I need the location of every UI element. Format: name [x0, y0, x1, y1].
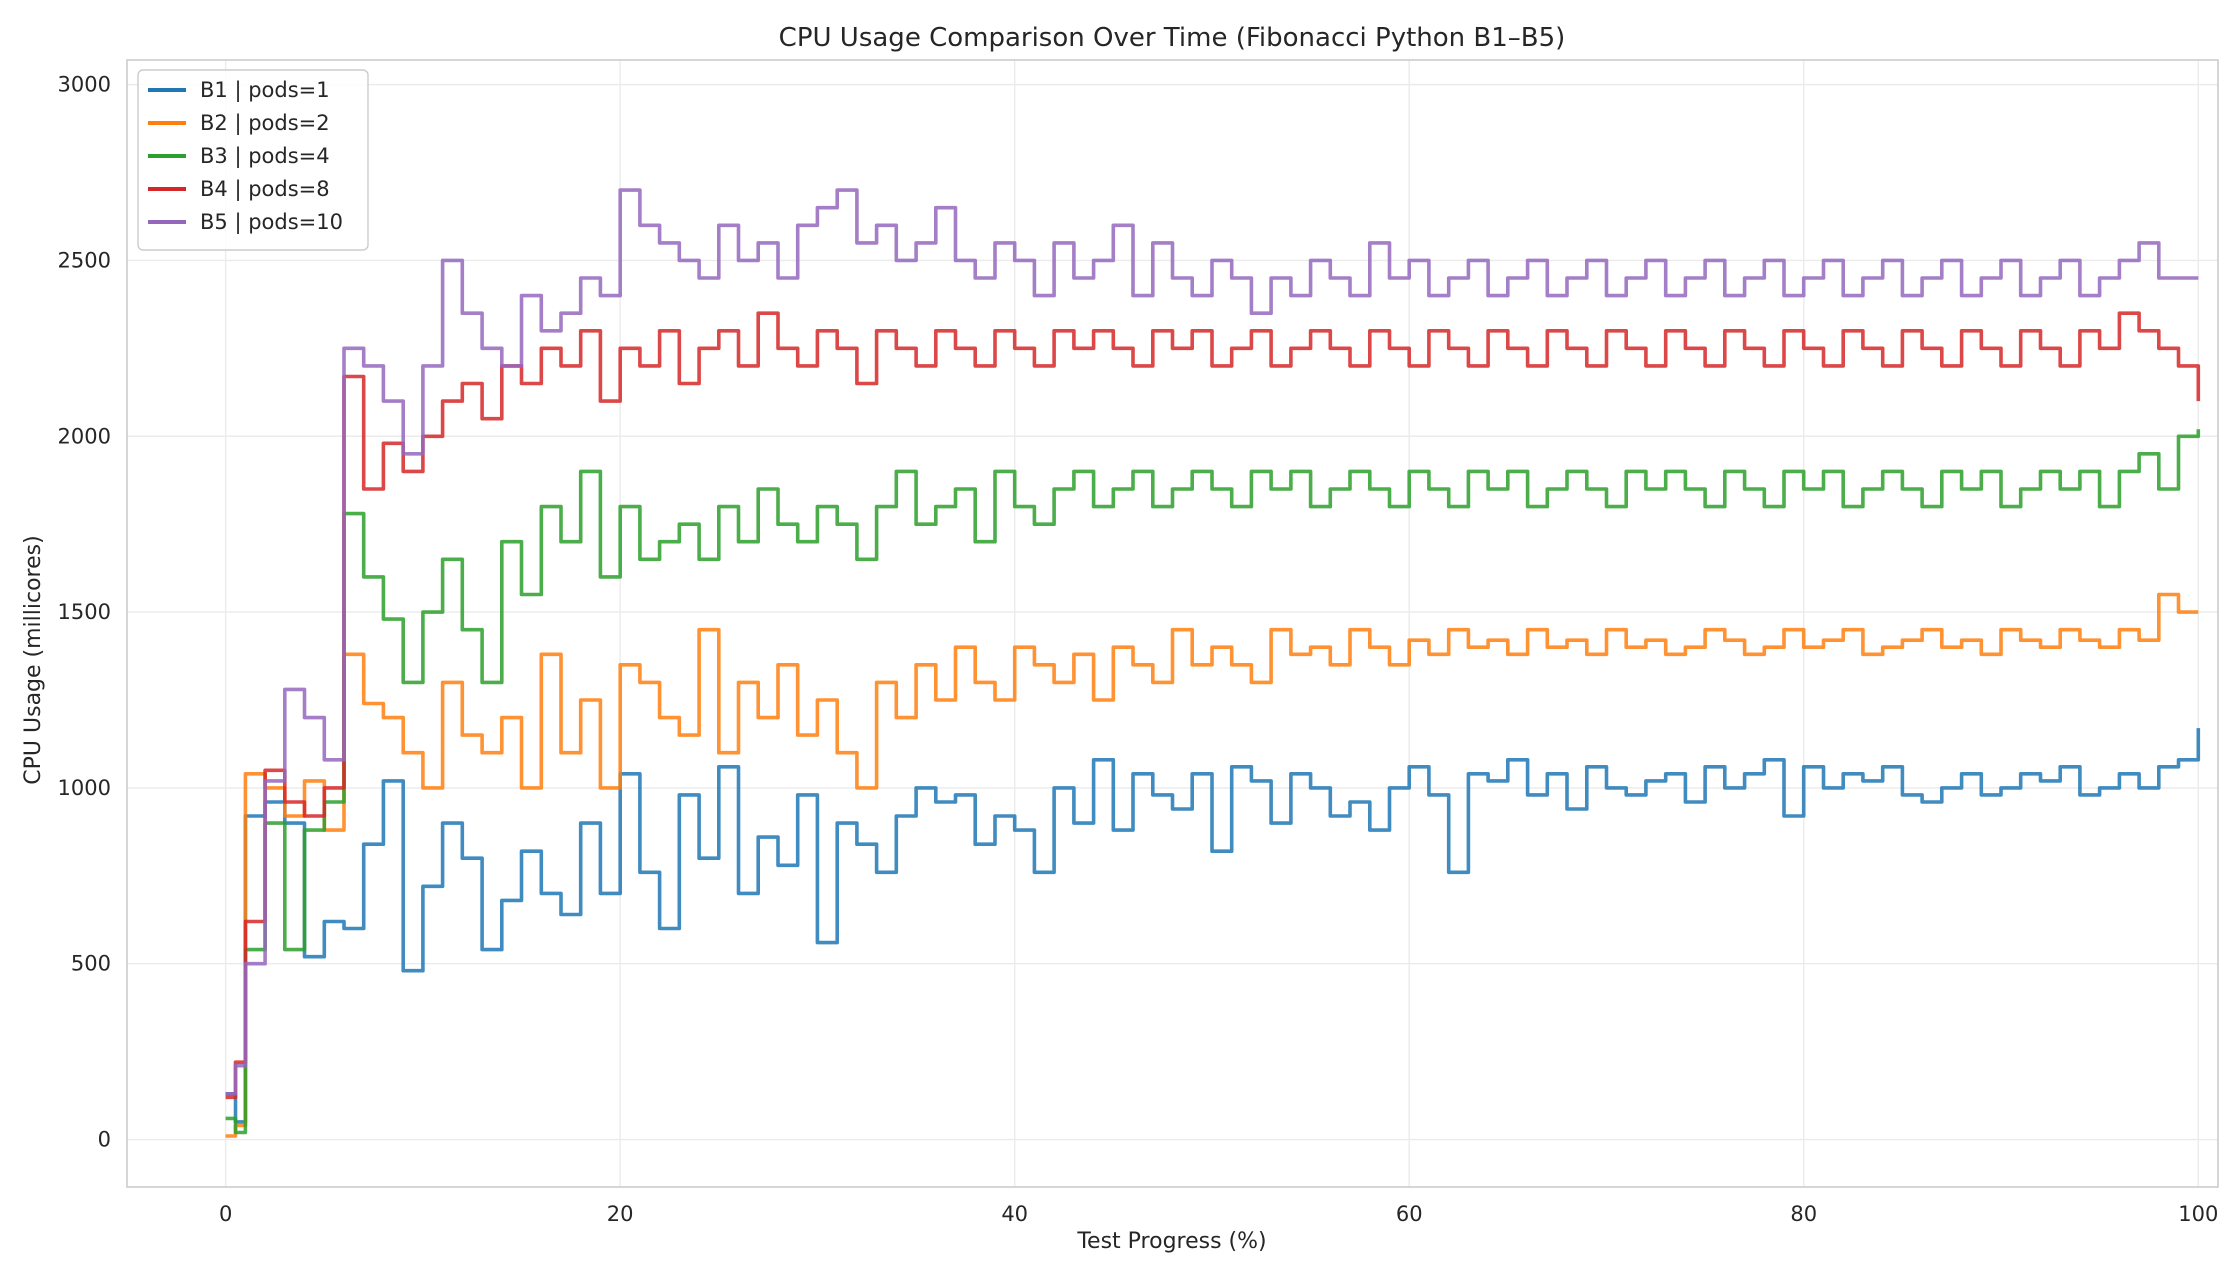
- legend-label: B3 | pods=4: [200, 144, 330, 169]
- plot-frame: [126, 59, 2219, 1188]
- x-tick-label: 40: [1001, 1202, 1028, 1226]
- x-tick-label: 0: [219, 1202, 232, 1226]
- x-axis-label: Test Progress (%): [1076, 1229, 1266, 1254]
- series-line-b2: [225, 592, 2199, 1138]
- y-tick-label: 2000: [58, 424, 111, 448]
- series-line-b4: [225, 311, 2201, 1100]
- y-tick-label: 0: [98, 1128, 111, 1152]
- y-tick-label: 1000: [58, 776, 111, 800]
- x-tick-label: 60: [1396, 1202, 1423, 1226]
- x-tick-label: 100: [2178, 1202, 2218, 1226]
- y-axis-label: CPU Usage (millicores): [21, 535, 46, 784]
- series-line-b3: [225, 429, 2201, 1135]
- chart-title: CPU Usage Comparison Over Time (Fibonacc…: [779, 23, 1566, 53]
- legend-label: B5 | pods=10: [200, 210, 343, 235]
- y-tick-label: 500: [71, 952, 111, 976]
- x-tick-label: 80: [1790, 1202, 1817, 1226]
- series-lines: [225, 188, 2201, 1138]
- legend-label: B2 | pods=2: [200, 111, 330, 136]
- legend-label: B1 | pods=1: [200, 78, 330, 103]
- x-tick-label: 20: [607, 1202, 634, 1226]
- legend-box: [137, 69, 369, 251]
- series-line-b5: [225, 188, 2199, 1096]
- y-tick-label: 3000: [58, 73, 111, 97]
- y-tick-label: 2500: [58, 248, 111, 272]
- y-tick-label: 1500: [58, 600, 111, 624]
- legend-label: B4 | pods=8: [200, 177, 330, 202]
- legend: B1 | pods=1 B2 | pods=2 B3 | pods=4 B4 | po…: [137, 69, 369, 251]
- series-line-b1: [225, 728, 2201, 1124]
